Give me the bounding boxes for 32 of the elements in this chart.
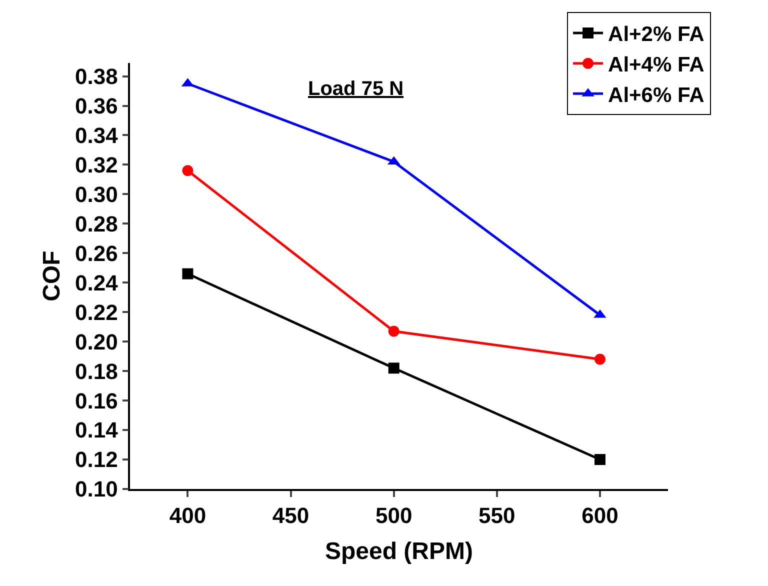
y-tick-label: 0.20: [75, 329, 118, 354]
x-axis-title: Speed (RPM): [324, 538, 474, 565]
y-tick-label: 0.14: [75, 418, 119, 443]
y-tick-label: 0.12: [75, 447, 118, 472]
y-tick-label: 0.28: [75, 211, 118, 236]
y-tick-label: 0.16: [75, 388, 118, 414]
legend-label: Al+6% FA: [608, 84, 704, 107]
y-tick-label: 0.32: [75, 152, 118, 178]
y-tick-label: 0.10: [75, 476, 118, 502]
point: [182, 268, 194, 280]
y-axis-title: COF: [38, 250, 66, 302]
y-tick-label: 0.36: [75, 93, 118, 118]
y-tick-label: 0.24: [75, 270, 119, 296]
y-tick-label: 0.22: [75, 300, 118, 325]
annotation: Load 75 N: [308, 78, 404, 100]
point: [388, 362, 400, 374]
legend-label: Al+2% FA: [608, 23, 704, 46]
point: [594, 454, 606, 466]
point: [594, 354, 606, 365]
x-tick-label: 500: [375, 503, 412, 528]
y-tick-label: 0.34: [75, 122, 119, 148]
x-tick-label: 450: [272, 503, 310, 528]
x-tick-label: 550: [478, 503, 516, 528]
point: [388, 326, 400, 337]
x-tick-label: 400: [169, 503, 206, 528]
y-tick-label: 0.26: [75, 240, 118, 266]
x-tick-label: 600: [582, 503, 618, 528]
y-tick-label: 0.38: [75, 64, 118, 89]
point: [182, 165, 194, 176]
y-tick-label: 0.18: [75, 358, 118, 384]
legend-label: Al+4% FA: [608, 54, 704, 77]
y-tick-label: 0.30: [75, 182, 118, 207]
